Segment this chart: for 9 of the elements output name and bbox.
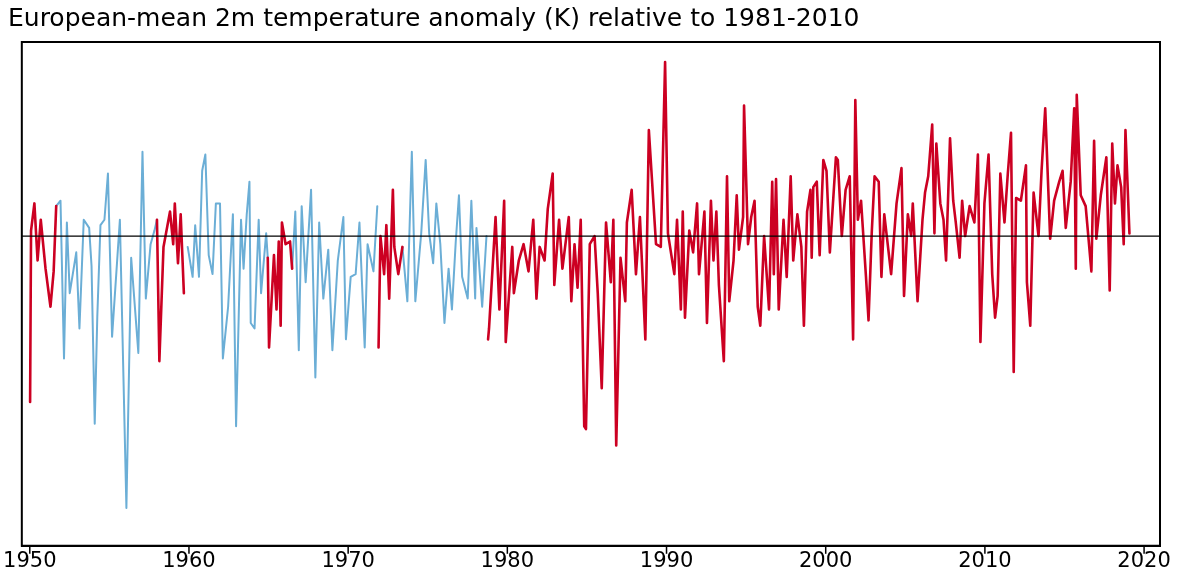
x-tick-label: 1970 bbox=[321, 547, 375, 572]
x-tick-label: 1950 bbox=[3, 547, 57, 572]
x-tick-label: 1980 bbox=[480, 547, 535, 572]
x-tick-label: 2010 bbox=[958, 547, 1012, 572]
x-tick-label: 1990 bbox=[639, 547, 694, 572]
chart-title: European-mean 2m temperature anomaly (K) relative to 1981-2010 bbox=[8, 2, 860, 32]
x-tick-label: 1960 bbox=[162, 547, 216, 572]
x-tick-label: 2020 bbox=[1117, 547, 1171, 572]
x-tick-label: 2000 bbox=[798, 547, 853, 572]
